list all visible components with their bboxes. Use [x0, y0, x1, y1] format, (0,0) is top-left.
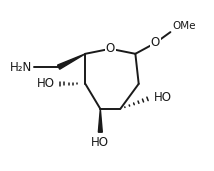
Text: H₂N: H₂N — [10, 61, 32, 74]
Text: HO: HO — [36, 77, 54, 90]
Polygon shape — [58, 54, 85, 69]
Text: HO: HO — [154, 91, 172, 104]
Polygon shape — [98, 109, 102, 132]
Text: OMe: OMe — [172, 21, 196, 31]
Text: O: O — [106, 42, 115, 55]
Text: O: O — [151, 36, 160, 49]
Text: HO: HO — [91, 136, 109, 149]
